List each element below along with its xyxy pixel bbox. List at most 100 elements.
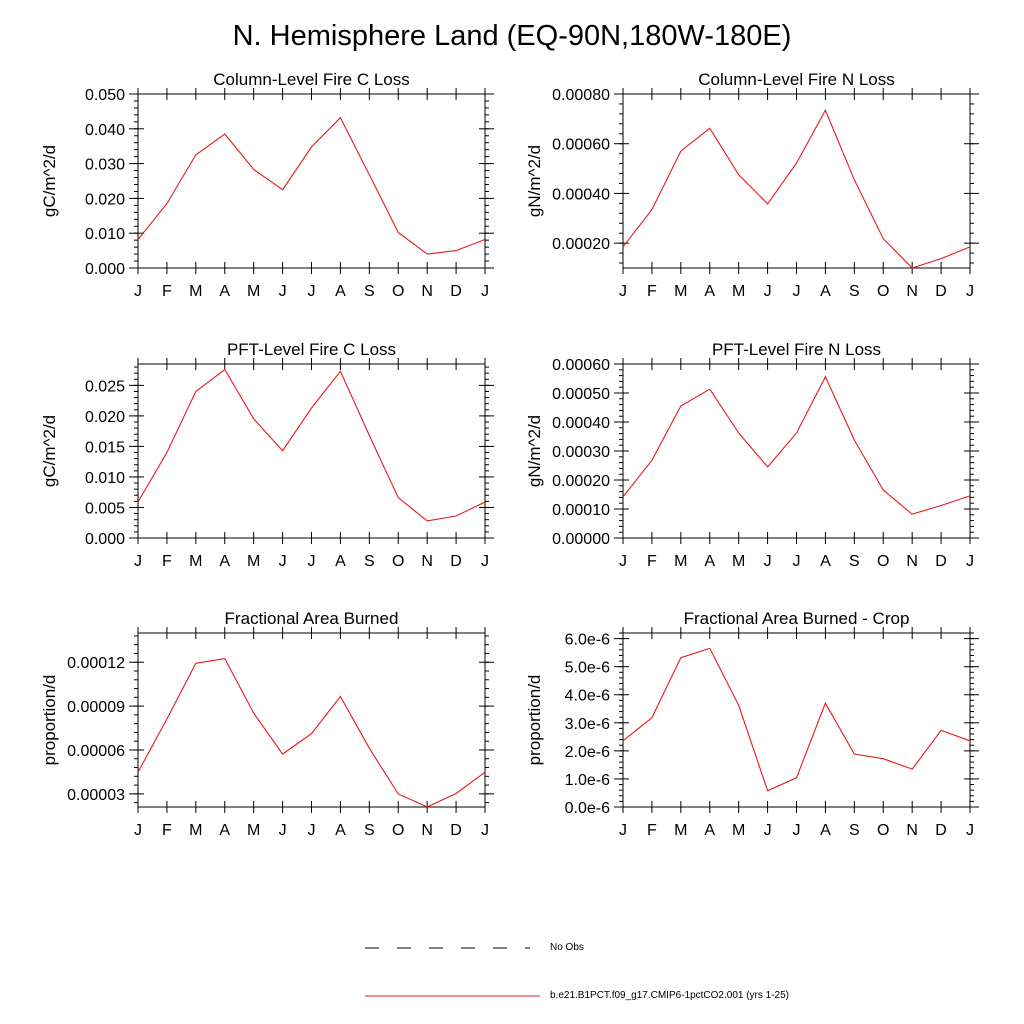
x-tick-label: J: [279, 553, 287, 570]
series-line-model: [622, 375, 971, 515]
y-axis-label: proportion/d: [40, 675, 59, 766]
x-tick-label: J: [134, 822, 142, 839]
series-line-model: [137, 116, 486, 255]
series-line-model: [137, 657, 486, 808]
x-tick-label: A: [335, 553, 346, 570]
x-tick-label: S: [849, 822, 860, 839]
y-tick-label: 4.0e-6: [565, 688, 610, 705]
y-tick-label: 0.050: [85, 87, 125, 104]
x-tick-label: S: [849, 283, 860, 300]
x-tick-label: O: [877, 553, 889, 570]
x-tick-label: F: [647, 822, 657, 839]
y-tick-label: 0.040: [85, 122, 125, 139]
y-tick-label: 0.000: [85, 261, 125, 278]
x-tick-label: M: [189, 822, 202, 839]
y-tick-label: 0.00000: [552, 531, 610, 548]
y-tick-label: 0.020: [85, 409, 125, 426]
y-tick-label: 0.020: [85, 191, 125, 208]
panel-frame: [622, 93, 971, 269]
series-line-model: [622, 647, 971, 792]
y-axis-label: gC/m^2/d: [40, 145, 59, 217]
x-tick-label: S: [849, 553, 860, 570]
x-tick-label: J: [793, 822, 801, 839]
x-tick-label: J: [279, 283, 287, 300]
x-tick-label: A: [219, 822, 230, 839]
x-tick-label: J: [481, 822, 489, 839]
x-tick-label: A: [820, 822, 831, 839]
x-tick-label: D: [450, 553, 462, 570]
x-tick-label: M: [674, 822, 687, 839]
y-tick-label: 0.000: [85, 531, 125, 548]
x-tick-label: J: [793, 553, 801, 570]
y-tick-label: 0.00003: [67, 787, 125, 804]
x-tick-label: M: [247, 283, 260, 300]
y-axis-label: proportion/d: [525, 675, 544, 766]
x-tick-label: J: [764, 822, 772, 839]
y-tick-label: 2.0e-6: [565, 744, 610, 761]
x-tick-label: J: [308, 553, 316, 570]
series-line-model: [137, 368, 486, 522]
y-tick-label: 5.0e-6: [565, 660, 610, 677]
y-tick-label: 0.00080: [552, 87, 610, 104]
x-tick-label: N: [421, 822, 433, 839]
y-tick-label: 0.030: [85, 157, 125, 174]
y-tick-label: 0.00040: [552, 415, 610, 432]
x-tick-label: F: [647, 283, 657, 300]
x-tick-label: J: [481, 553, 489, 570]
panel-title: Column-Level Fire N Loss: [698, 70, 895, 89]
x-tick-label: D: [450, 822, 462, 839]
x-tick-label: J: [619, 553, 627, 570]
x-tick-label: A: [219, 553, 230, 570]
y-tick-label: 0.00050: [552, 386, 610, 403]
panel-title: PFT-Level Fire C Loss: [227, 340, 396, 359]
x-tick-label: O: [877, 283, 889, 300]
x-tick-label: A: [704, 822, 715, 839]
x-tick-label: M: [732, 553, 745, 570]
x-tick-label: J: [966, 283, 974, 300]
panel-frame: [622, 632, 971, 808]
panel-title: Fractional Area Burned: [225, 609, 399, 628]
x-tick-label: S: [364, 283, 375, 300]
y-axis-label: gC/m^2/d: [40, 415, 59, 487]
x-tick-label: M: [247, 822, 260, 839]
x-tick-label: N: [421, 283, 433, 300]
x-tick-label: N: [906, 822, 918, 839]
x-tick-label: J: [134, 553, 142, 570]
y-tick-label: 0.005: [85, 500, 125, 517]
y-tick-label: 0.00020: [552, 236, 610, 253]
series-line-model: [622, 108, 971, 269]
y-tick-label: 0.00060: [552, 137, 610, 154]
x-tick-label: J: [966, 553, 974, 570]
y-axis-label: gN/m^2/d: [525, 415, 544, 487]
x-tick-label: M: [732, 283, 745, 300]
x-tick-label: A: [820, 553, 831, 570]
x-tick-label: J: [764, 553, 772, 570]
x-tick-label: D: [935, 283, 947, 300]
panel-frame: [137, 363, 486, 539]
x-tick-label: M: [674, 283, 687, 300]
y-tick-label: 0.025: [85, 378, 125, 395]
x-tick-label: F: [162, 553, 172, 570]
x-tick-label: D: [935, 822, 947, 839]
y-tick-label: 0.00012: [67, 655, 125, 672]
x-tick-label: J: [134, 283, 142, 300]
y-tick-label: 0.00040: [552, 186, 610, 203]
x-tick-label: M: [247, 553, 260, 570]
y-tick-label: 0.010: [85, 470, 125, 487]
x-tick-label: J: [793, 283, 801, 300]
x-tick-label: A: [335, 283, 346, 300]
y-tick-label: 0.010: [85, 226, 125, 243]
y-tick-label: 1.0e-6: [565, 772, 610, 789]
panel-frame: [137, 93, 486, 269]
x-tick-label: S: [364, 822, 375, 839]
x-tick-label: F: [647, 553, 657, 570]
y-tick-label: 0.00009: [67, 699, 125, 716]
x-tick-label: N: [906, 283, 918, 300]
x-tick-label: J: [308, 283, 316, 300]
x-tick-label: O: [392, 822, 404, 839]
y-tick-label: 0.00060: [552, 357, 610, 374]
x-tick-label: F: [162, 822, 172, 839]
